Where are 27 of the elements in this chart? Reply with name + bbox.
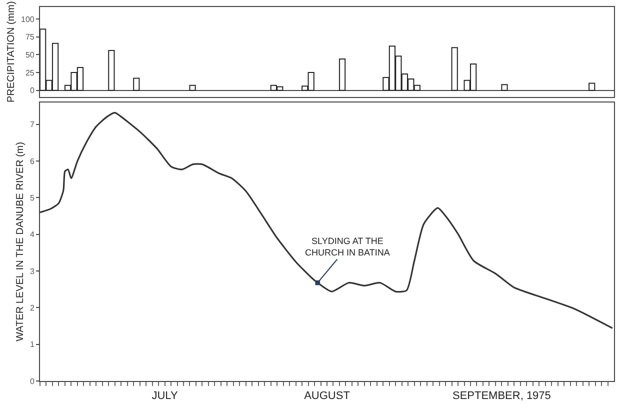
y-tick-label: 25 [25,68,35,78]
bar [108,50,115,91]
y-tick-label: 6 [30,156,35,166]
x-tick-label: AUGUST [304,390,350,402]
bar [133,78,140,91]
line-series [40,112,614,330]
y-axis-title: WATER LEVEL IN THE DANUBE RIVER (m) [14,142,26,342]
y-tick-label: 75 [25,32,35,42]
y-axis-title: PRECIPITATION (mm) [6,1,18,103]
bar [189,84,196,91]
x-tick-label: SEPTEMBER, 1975 [452,390,551,402]
bar [588,82,596,91]
bar [451,47,458,91]
y-tick-label: 4 [30,230,35,240]
y-tick-label: 0 [30,376,35,386]
y-tick-label: 3 [30,266,35,276]
y-tick-label: 7 [30,120,35,130]
y-tick-label: 50 [25,50,35,60]
y-tick-label: 1 [30,340,35,350]
y-tick-label: 5 [30,193,35,202]
bar [338,58,346,91]
bar [501,84,508,91]
x-tick-label: JULY [152,390,178,402]
y-tick-label: 100 [21,14,35,24]
annotation: SLYDING AT THE CHURCH IN BATINA [305,236,390,258]
y-tick-label: 0 [30,86,35,96]
y-tick-label: 2 [30,303,35,312]
